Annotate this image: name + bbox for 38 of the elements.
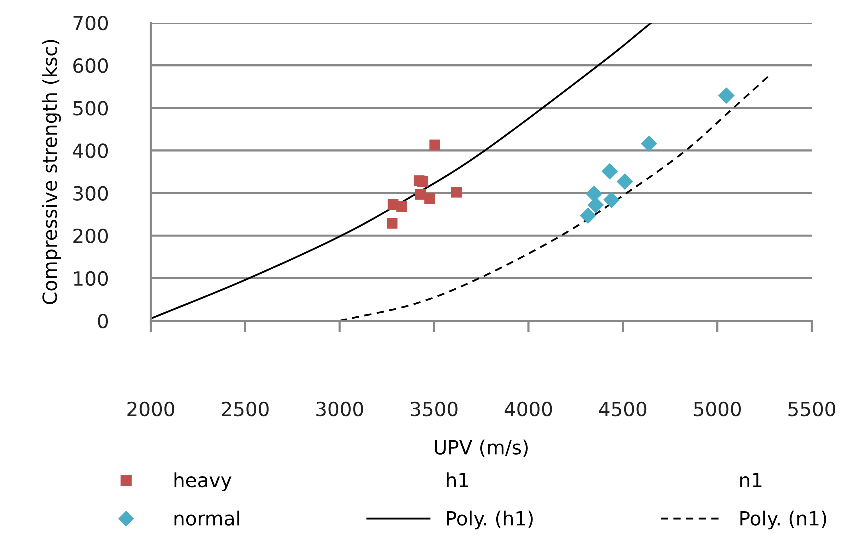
legend-label: Poly. (n1) bbox=[740, 510, 826, 530]
y-tick-label: 300 bbox=[74, 186, 108, 201]
point bbox=[640, 136, 658, 152]
point bbox=[415, 189, 426, 200]
text: n1 bbox=[740, 473, 762, 488]
y-tick-label: 700 bbox=[74, 16, 108, 31]
point bbox=[616, 174, 634, 190]
y-tick-label: 500 bbox=[74, 101, 108, 116]
y-axis-title: Compressive strength (ksc) bbox=[42, 40, 62, 304]
point bbox=[417, 176, 428, 188]
point bbox=[386, 218, 398, 229]
x-axis-title: UPV (m/s) bbox=[435, 440, 528, 458]
x-tick-label: 2500 bbox=[222, 402, 269, 417]
y-tick-label: 200 bbox=[74, 228, 108, 244]
x-tick-label: 3000 bbox=[316, 402, 364, 417]
point bbox=[451, 187, 462, 198]
y-tick-label: 600 bbox=[74, 58, 108, 74]
legend-label: Poly. (h1) bbox=[447, 510, 533, 530]
x-tick-label: 4500 bbox=[599, 402, 647, 417]
x-tick-label: 4000 bbox=[504, 402, 552, 417]
point bbox=[718, 88, 735, 104]
point bbox=[603, 192, 620, 208]
x-tick-label: 3500 bbox=[411, 402, 458, 417]
point bbox=[430, 140, 440, 151]
point bbox=[396, 202, 408, 212]
text: h1 bbox=[447, 472, 468, 488]
x-tick-label: 2000 bbox=[128, 402, 174, 417]
x-tick-label: 5500 bbox=[788, 402, 836, 417]
point bbox=[424, 193, 436, 204]
legend-label: heavy bbox=[174, 472, 232, 492]
point bbox=[580, 208, 596, 224]
x-tick-label: 5000 bbox=[694, 402, 742, 417]
point bbox=[602, 163, 618, 180]
y-tick-label: 0 bbox=[98, 314, 108, 329]
point bbox=[588, 196, 604, 214]
legend-label: normal bbox=[174, 510, 240, 526]
y-tick-label: 100 bbox=[74, 271, 108, 286]
y-tick-label: 400 bbox=[73, 144, 108, 158]
